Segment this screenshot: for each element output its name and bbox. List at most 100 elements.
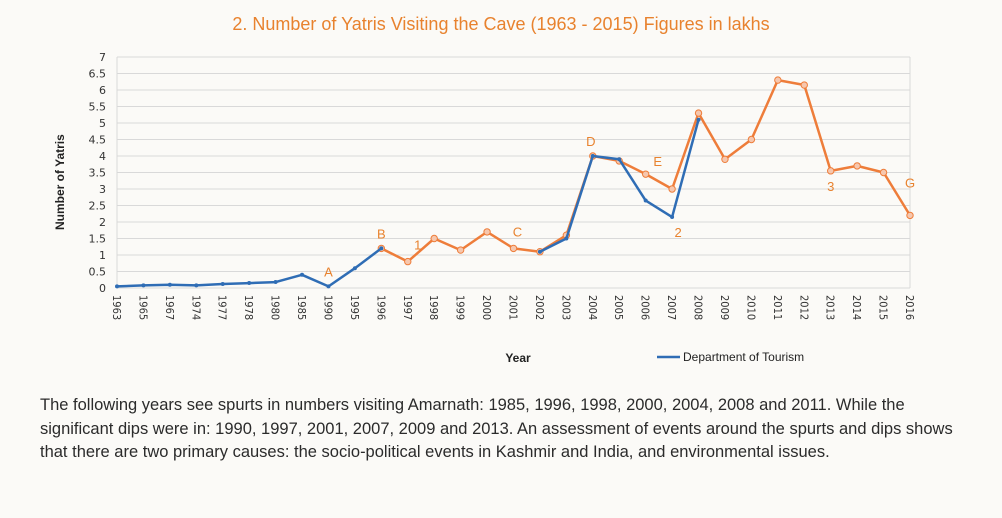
x-tick-label: 1998 — [427, 295, 440, 320]
x-tick-label: 2005 — [612, 295, 625, 320]
data-point-orange — [483, 228, 491, 236]
y-tick-label: 3.5 — [89, 167, 107, 180]
data-point-orange — [509, 244, 518, 253]
x-tick-label: 2009 — [718, 295, 731, 320]
y-tick-label: 2 — [99, 216, 106, 229]
x-tick-label: 1980 — [269, 295, 282, 320]
x-tick-label: 1996 — [374, 295, 387, 320]
gridlines — [116, 56, 911, 289]
x-tick-label: 1974 — [189, 295, 202, 320]
x-tick-label: 2016 — [903, 295, 916, 320]
annotation-D: D — [586, 134, 595, 149]
data-point-orange — [853, 162, 861, 170]
y-tick-label: 6.5 — [89, 68, 107, 81]
x-tick-label: 2002 — [533, 295, 546, 320]
series-layer — [115, 76, 914, 289]
annotations: A B 1 C D E 2 3 G — [324, 134, 915, 279]
y-tick-label: 2.5 — [89, 200, 107, 213]
caption-paragraph: The following years see spurts in number… — [40, 396, 953, 461]
y-tick-label: 3 — [99, 183, 106, 196]
x-tick-label: 2010 — [744, 295, 757, 320]
x-tick-label: 1985 — [295, 295, 308, 320]
data-point-orange — [800, 81, 808, 89]
y-tick-label: 6 — [99, 84, 106, 97]
data-point-tourism — [379, 246, 384, 251]
data-point-tourism — [167, 282, 172, 287]
x-tick-label: 2006 — [639, 295, 652, 320]
x-tick-label: 2008 — [692, 295, 705, 320]
x-tick-label: 2003 — [559, 295, 572, 320]
x-tick-label: 2013 — [824, 295, 837, 320]
annotation-E: E — [653, 154, 662, 169]
data-point-tourism — [564, 236, 569, 241]
line-chart: 00.511.522.533.544.555.566.57 1963 1965 19… — [53, 51, 916, 365]
data-point-tourism — [590, 154, 595, 158]
x-axis-label: Year — [505, 351, 531, 365]
x-tick-label: 1978 — [242, 295, 255, 320]
data-point-tourism — [220, 282, 225, 287]
y-tick-label: 7 — [99, 51, 106, 64]
y-tick-label: 1.5 — [89, 233, 107, 246]
x-tick-label: 2000 — [480, 295, 493, 320]
x-tick-label: 2004 — [586, 295, 599, 320]
data-point-orange — [906, 211, 914, 220]
x-axis-ticks: 1963 1965 1967 1974 1977 1978 1980 1985 1990 1995… — [110, 295, 916, 320]
series-line-tourism — [116, 247, 383, 288]
x-tick-label: 1990 — [321, 295, 334, 320]
data-point-orange — [668, 185, 676, 193]
data-point-tourism — [300, 272, 305, 277]
data-point-orange — [430, 234, 438, 243]
y-tick-label: 1 — [99, 249, 106, 262]
data-point-orange — [747, 135, 756, 144]
data-point-tourism — [273, 280, 278, 285]
x-tick-label: 2012 — [797, 295, 810, 320]
y-axis-ticks: 0 0.5 1 1.5 2 2.5 3 3.5 4 4.5 5 5.5 6 6.5 7 — [89, 51, 107, 295]
data-point-tourism — [352, 266, 357, 271]
y-axis-label: Number of Yatris — [53, 134, 67, 230]
x-tick-label: 1995 — [348, 295, 361, 320]
x-tick-label: 1967 — [163, 295, 176, 320]
annotation-G: G — [905, 175, 915, 190]
data-point-tourism — [326, 284, 331, 289]
data-point-tourism — [696, 117, 701, 122]
y-tick-label: 0 — [99, 282, 106, 295]
y-tick-label: 4.5 — [89, 134, 107, 147]
x-tick-label: 2014 — [850, 295, 863, 320]
data-point-orange — [641, 170, 650, 178]
data-point-tourism — [670, 215, 675, 220]
data-point-orange — [456, 246, 465, 254]
x-tick-label: 1965 — [136, 295, 149, 320]
data-point-tourism — [643, 198, 648, 203]
x-tick-label: 2011 — [771, 295, 784, 320]
y-tick-label: 4 — [99, 150, 106, 163]
annotation-3: 3 — [827, 179, 834, 194]
x-tick-label: 2015 — [877, 295, 890, 320]
annotation-1: 1 — [414, 238, 421, 253]
x-tick-label: 1963 — [110, 295, 123, 320]
annotation-B: B — [377, 226, 386, 241]
data-point-orange — [827, 167, 835, 175]
data-point-orange — [879, 168, 888, 177]
data-point-tourism — [617, 157, 622, 162]
x-tick-label: 1977 — [216, 295, 229, 320]
y-tick-label: 5 — [99, 117, 106, 130]
legend-label: Department of Tourism — [683, 350, 804, 364]
data-point-tourism — [141, 283, 146, 288]
x-tick-label: 1999 — [454, 295, 467, 320]
data-point-tourism — [115, 284, 119, 289]
y-tick-label: 5.5 — [89, 101, 107, 114]
annotation-C: C — [513, 224, 522, 239]
annotation-2: 2 — [674, 225, 681, 240]
y-tick-label: 0.5 — [89, 266, 107, 279]
x-tick-label: 1997 — [401, 295, 414, 320]
x-tick-label: 2007 — [665, 295, 678, 320]
data-point-orange — [404, 257, 412, 266]
data-point-orange — [694, 109, 703, 117]
data-point-tourism — [537, 249, 542, 254]
annotation-A: A — [324, 264, 333, 279]
data-point-orange — [774, 76, 782, 84]
chart-title: 2. Number of Yatris Visiting the Cave (1… — [232, 14, 770, 34]
x-tick-label: 2001 — [507, 295, 520, 320]
data-point-orange — [721, 155, 729, 164]
legend: Department of Tourism — [657, 350, 804, 364]
